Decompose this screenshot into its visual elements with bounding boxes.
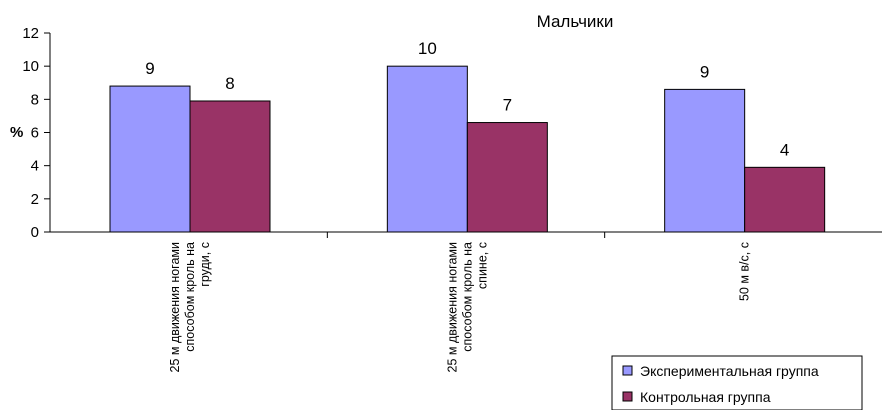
y-tick-label: 2 <box>31 191 39 208</box>
bar-control-3 <box>744 166 826 233</box>
y-tick-label: 4 <box>31 158 39 175</box>
category-label-2: 25 м движения ногами способом кроль на спи… <box>445 242 489 373</box>
y-tick-label: 12 <box>22 25 39 42</box>
bar-experimental-3 <box>664 88 746 233</box>
data-label: 10 <box>418 39 437 58</box>
y-tick-label: 10 <box>22 58 39 75</box>
legend-label: Экспериментальная группа <box>640 363 819 379</box>
data-label: 9 <box>145 59 154 78</box>
category-label-line: груди, с <box>198 242 212 287</box>
legend: Экспериментальная группа Контрольная груп… <box>611 355 863 410</box>
category-label-3: 50 м в/с, с <box>738 242 752 301</box>
x-axis-categories: 25 м движения ногами способом кроль на гру… <box>168 242 752 373</box>
category-label-line: спине, с <box>475 242 489 289</box>
category-label-line: 50 м в/с, с <box>738 242 752 301</box>
data-labels: 9 10 9 8 7 4 <box>145 39 789 159</box>
data-label: 4 <box>780 140 789 159</box>
legend-label: Контрольная группа <box>640 389 771 405</box>
data-label: 9 <box>700 62 709 81</box>
bars <box>109 65 826 233</box>
y-axis-ticks: 0 2 4 6 8 10 12 <box>22 25 50 241</box>
data-label: 8 <box>225 74 234 93</box>
category-label-1: 25 м движения ногами способом кроль на гру… <box>168 242 212 373</box>
chart-title: Мальчики <box>537 12 614 31</box>
legend-swatch <box>622 365 633 376</box>
bar-control-1 <box>189 100 271 233</box>
legend-swatch <box>622 391 633 402</box>
category-label-line: 25 м движения ногами <box>168 242 182 372</box>
data-label: 7 <box>503 96 512 115</box>
bar-experimental-2 <box>386 65 468 233</box>
category-label-line: способом кроль на <box>183 242 197 352</box>
legend-box <box>611 355 863 410</box>
category-label-line: способом кроль на <box>460 242 474 352</box>
bar-experimental-1 <box>109 85 191 233</box>
bar-control-2 <box>466 122 548 233</box>
y-tick-label: 8 <box>31 91 39 108</box>
y-axis-label: % <box>10 124 23 141</box>
y-tick-label: 6 <box>31 125 39 142</box>
category-label-line: 25 м движения ногами <box>445 242 459 372</box>
y-tick-label: 0 <box>31 224 39 241</box>
